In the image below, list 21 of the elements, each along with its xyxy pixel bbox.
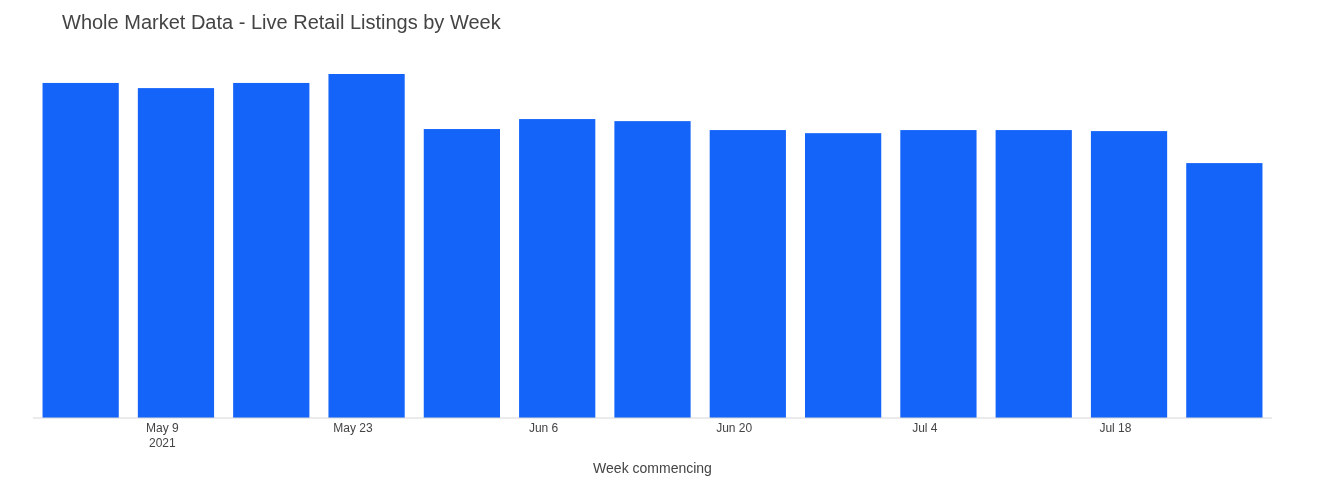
bar	[804, 133, 882, 418]
bar	[1186, 163, 1263, 418]
bar	[137, 88, 215, 418]
x-tick-label: May 9 2021	[146, 421, 180, 450]
bar	[614, 121, 691, 418]
bar	[519, 119, 596, 418]
bar	[233, 82, 310, 418]
x-tick-label: Jul 4	[912, 421, 938, 435]
bar	[1090, 131, 1168, 418]
x-tick-label: Jun 20	[716, 421, 753, 435]
bar	[423, 129, 501, 418]
bar	[709, 130, 786, 418]
bar	[42, 82, 119, 418]
bar	[995, 130, 1072, 418]
x-tick-label: May 23	[333, 421, 373, 435]
bar	[900, 130, 977, 418]
chart-title: Whole Market Data - Live Retail Listings by Week	[62, 11, 502, 33]
bar	[328, 74, 405, 418]
x-tick-label: Jul 18	[1099, 421, 1132, 435]
x-tick-label: Jun 6	[528, 421, 559, 435]
x-axis-title: Week commencing	[593, 460, 712, 476]
